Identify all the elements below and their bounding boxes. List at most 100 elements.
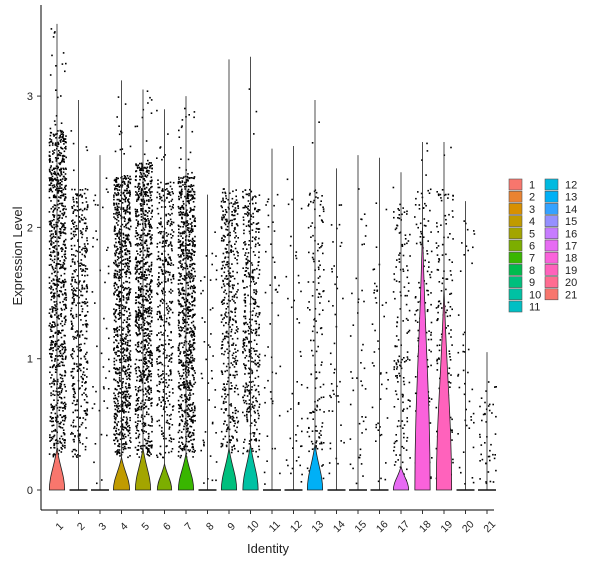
expression-point: [231, 222, 233, 225]
expression-point: [170, 278, 172, 281]
expression-point: [113, 285, 115, 287]
expression-point: [189, 315, 192, 317]
expression-point: [191, 304, 194, 307]
expression-point: [159, 445, 162, 448]
expression-point: [165, 214, 167, 217]
expression-point: [127, 340, 129, 342]
expression-point: [114, 379, 117, 382]
expression-point: [182, 211, 184, 214]
expression-point: [73, 169, 75, 172]
expression-point: [141, 164, 143, 166]
expression-point: [191, 345, 193, 348]
expression-point: [78, 425, 81, 428]
expression-point: [230, 451, 233, 454]
expression-point: [74, 228, 77, 230]
expression-point: [167, 305, 169, 307]
expression-point: [149, 287, 151, 289]
expression-point: [157, 212, 160, 215]
expression-point: [186, 366, 188, 368]
expression-point: [181, 283, 183, 285]
expression-point: [119, 298, 121, 301]
expression-point: [151, 275, 153, 277]
expression-point: [183, 312, 185, 315]
expression-point: [134, 320, 137, 323]
expression-point: [61, 202, 64, 205]
expression-point: [169, 185, 172, 188]
expression-point: [128, 374, 131, 377]
expression-point: [192, 201, 195, 203]
expression-point: [181, 125, 183, 127]
expression-point: [116, 381, 119, 383]
expression-point: [137, 366, 140, 368]
expression-point: [59, 232, 62, 235]
expression-point: [126, 294, 128, 296]
expression-point: [49, 141, 52, 143]
expression-point: [245, 275, 248, 278]
expression-point: [122, 282, 125, 284]
expression-point: [168, 310, 170, 313]
expression-point: [170, 346, 173, 349]
expression-point: [113, 196, 115, 198]
expression-point: [187, 312, 189, 315]
expression-point: [63, 374, 66, 377]
expression-point: [122, 263, 125, 265]
expression-point: [191, 248, 193, 251]
expression-point: [251, 314, 254, 316]
expression-point: [139, 385, 141, 388]
expression-point: [81, 231, 83, 234]
expression-point: [128, 315, 130, 317]
expression-point: [115, 181, 118, 183]
expression-point: [146, 250, 149, 253]
expression-point: [156, 390, 159, 392]
expression-point: [105, 188, 108, 191]
expression-point: [148, 199, 150, 201]
expression-point: [224, 223, 227, 226]
expression-point: [193, 341, 195, 344]
expression-point: [182, 320, 185, 322]
expression-point: [171, 198, 174, 201]
expression-point: [170, 281, 173, 284]
expression-point: [54, 304, 56, 306]
expression-point: [55, 158, 58, 161]
expression-point: [227, 352, 229, 354]
expression-point: [85, 427, 87, 429]
expression-point: [64, 205, 66, 208]
expression-point: [161, 188, 164, 190]
expression-point: [83, 222, 86, 225]
expression-point: [200, 372, 203, 375]
expression-point: [188, 347, 190, 349]
expression-point: [126, 395, 129, 398]
expression-point: [162, 381, 165, 383]
expression-point: [179, 361, 182, 364]
expression-point: [235, 293, 237, 295]
expression-point: [73, 390, 76, 393]
expression-point: [81, 214, 83, 216]
expression-point: [62, 286, 65, 288]
expression-point: [191, 331, 194, 334]
expression-point: [119, 438, 122, 441]
expression-point: [193, 326, 196, 328]
expression-point: [113, 363, 116, 366]
expression-point: [141, 274, 143, 276]
expression-point: [61, 183, 63, 186]
expression-point: [139, 333, 141, 335]
expression-point: [57, 339, 60, 341]
expression-point: [178, 387, 180, 390]
expression-point: [50, 255, 53, 257]
expression-point: [59, 440, 61, 443]
expression-point: [48, 282, 51, 284]
expression-point: [52, 393, 54, 396]
expression-point: [51, 311, 54, 313]
expression-point: [232, 275, 234, 277]
expression-point: [169, 218, 172, 221]
expression-point: [177, 247, 180, 249]
expression-point: [167, 220, 170, 223]
expression-point: [86, 376, 88, 378]
expression-point: [187, 369, 189, 371]
expression-point: [65, 215, 67, 218]
expression-point: [190, 256, 192, 258]
expression-point: [187, 192, 189, 195]
expression-point: [49, 230, 51, 233]
expression-point: [121, 286, 124, 289]
expression-point: [52, 454, 55, 456]
